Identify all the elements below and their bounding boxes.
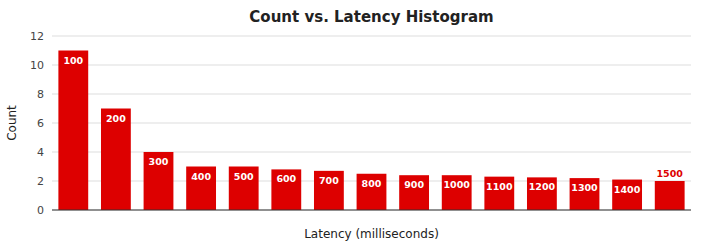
bar-label: 700 [319,175,339,186]
grid-line [52,94,691,95]
bar [101,109,131,211]
bar-label: 500 [234,171,254,182]
y-tick-label: 6 [37,117,44,130]
bar [527,177,557,210]
bar [484,177,514,210]
bar [144,152,174,210]
bar-label: 1100 [486,181,513,192]
bar [357,174,387,210]
chart: Count vs. Latency Histogram 0 2 4 6 8 10 12 100 2… [0,0,705,250]
bar-label: 200 [106,113,126,124]
bar [186,167,216,211]
bar [314,171,344,210]
bar-label: 1300 [571,182,598,193]
y-tick-label: 12 [30,30,44,43]
y-tick-label: 2 [37,175,44,188]
background [0,0,705,250]
grid-line [52,210,691,211]
bar-label: 1200 [529,181,556,192]
bar [442,175,472,210]
bar-label: 600 [276,173,296,184]
bar-label: 800 [362,178,382,189]
y-tick-label: 0 [37,204,44,217]
bars [58,51,684,211]
y-axis-label: Count [5,105,19,141]
bar [271,169,301,210]
bar [399,175,429,210]
bar-label: 1400 [614,184,641,195]
bar [570,178,600,210]
bar-label: 100 [63,55,83,66]
bar [229,167,259,211]
x-axis-label: Latency (milliseconds) [304,227,439,241]
x-axis-line [52,210,691,211]
grid-line [52,36,691,37]
title: Count vs. Latency Histogram [249,8,493,26]
grid-line [52,123,691,124]
grid-line [52,65,691,66]
bar-label: 1000 [443,179,470,190]
bar [655,181,685,210]
bar-label: 900 [404,179,424,190]
y-tick-label: 8 [37,88,44,101]
bar-label: 1500 [656,168,683,179]
bar [58,51,88,211]
bar-labels: 100 200 300 400 500 600 700 800 900 1000 1100 1200 1… [63,55,683,195]
y-tick-label: 4 [37,146,44,159]
bar-label: 400 [191,171,211,182]
y-tick-label: 10 [30,59,44,72]
bar [612,180,642,210]
bar-label: 300 [149,156,169,167]
